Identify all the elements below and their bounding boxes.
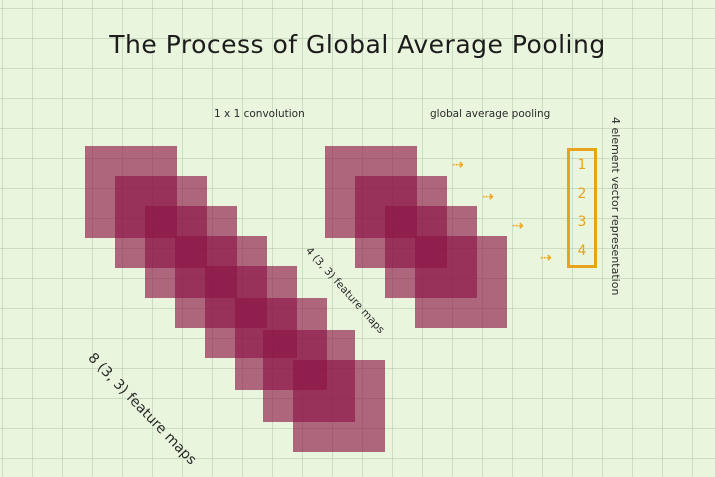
arrow-right-icon: ⇢ — [482, 189, 494, 205]
feature-map — [293, 360, 385, 452]
vector-cell: 3 — [577, 214, 587, 230]
diagram-title: The Process of Global Average Pooling — [109, 30, 606, 59]
arrow-right-icon: ⇢ — [512, 218, 524, 234]
gap-label: global average pooling — [430, 108, 551, 120]
arrow-right-icon: ⇢ — [452, 157, 464, 173]
vector-label: 4 element vector representation — [609, 117, 622, 296]
vector-cell: 4 — [577, 242, 587, 259]
vector-cell: 2 — [577, 185, 587, 202]
arrow-right-icon: ⇢ — [540, 250, 552, 266]
fm8-label: 8 (3, 3) feature maps — [84, 350, 200, 469]
conv-label: 1 x 1 convolution — [214, 108, 305, 120]
feature-map — [415, 236, 507, 328]
vector-cell: 1 — [577, 157, 587, 173]
output-vector: 1 2 3 4 — [567, 148, 597, 268]
